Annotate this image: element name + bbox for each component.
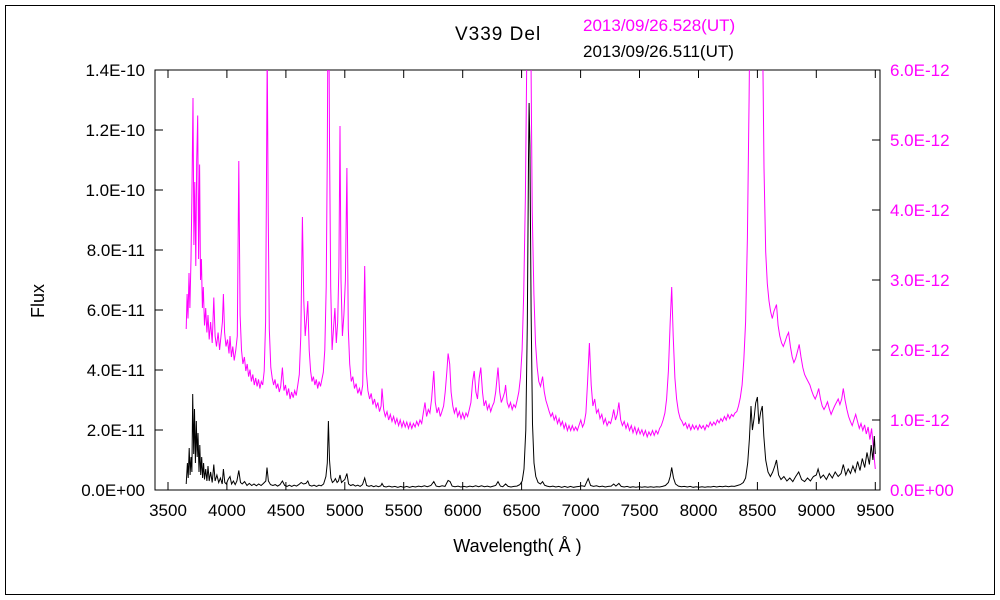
y-right-tick-label: 3.0E-12 xyxy=(890,271,950,290)
y-left-tick-label: 1.0E-10 xyxy=(85,181,145,200)
x-tick-label: 5000 xyxy=(326,501,364,520)
x-tick-label: 6500 xyxy=(503,501,541,520)
x-tick-label: 9000 xyxy=(797,501,835,520)
y-right-tick-label: 2.0E-12 xyxy=(890,341,950,360)
y-left-tick-label: 4.0E-11 xyxy=(87,361,145,380)
y-left-tick-label: 0.0E+00 xyxy=(81,481,145,500)
x-tick-label: 9500 xyxy=(856,501,894,520)
x-axis-title: Wavelength( Å ) xyxy=(453,536,582,556)
x-tick-label: 6000 xyxy=(444,501,482,520)
x-tick-label: 7500 xyxy=(621,501,659,520)
y-left-tick-label: 8.0E-11 xyxy=(87,241,145,260)
x-tick-label: 4000 xyxy=(208,501,246,520)
x-tick-label: 5500 xyxy=(385,501,423,520)
y-right-tick-label: 1.0E-12 xyxy=(890,411,950,430)
y-left-tick-label: 2.0E-11 xyxy=(87,421,145,440)
y-right-tick-label: 5.0E-12 xyxy=(890,131,950,150)
spectrum-line-black xyxy=(185,102,876,488)
x-tick-label: 3500 xyxy=(149,501,187,520)
y-right-tick-label: 0.0E+00 xyxy=(890,481,954,500)
legend-item-black-date: 2013/09/26.511(UT) xyxy=(583,42,734,61)
y-left-tick-label: 1.2E-10 xyxy=(85,121,145,140)
y-left-tick-label: 6.0E-11 xyxy=(87,301,145,320)
y-right-ticks: 0.0E+00 1.0E-12 2.0E-12 3.0E-12 4.0E-12 5.0E-… xyxy=(872,61,954,500)
x-tick-label: 8500 xyxy=(738,501,776,520)
plot-frame xyxy=(154,69,881,491)
x-tick-label: 7000 xyxy=(562,501,600,520)
y-right-tick-label: 4.0E-12 xyxy=(890,201,950,220)
spectrum-line-magenta xyxy=(185,70,876,470)
y-right-tick-label: 6.0E-12 xyxy=(890,61,950,80)
chart-title: V339 Del xyxy=(455,24,542,45)
y-left-tick-label: 1.4E-10 xyxy=(85,61,145,80)
legend-item-magenta-date: 2013/09/26.528(UT) xyxy=(583,16,736,35)
x-tick-label: 4500 xyxy=(267,501,305,520)
x-axis-ticks: 3500 4000 4500 5000 5500 6000 6500 7000 7500 8000… xyxy=(149,70,894,520)
x-tick-label: 8000 xyxy=(680,501,718,520)
y-left-ticks: 0.0E+00 2.0E-11 4.0E-11 6.0E-11 8.0E-11 1.0E-… xyxy=(81,61,163,500)
